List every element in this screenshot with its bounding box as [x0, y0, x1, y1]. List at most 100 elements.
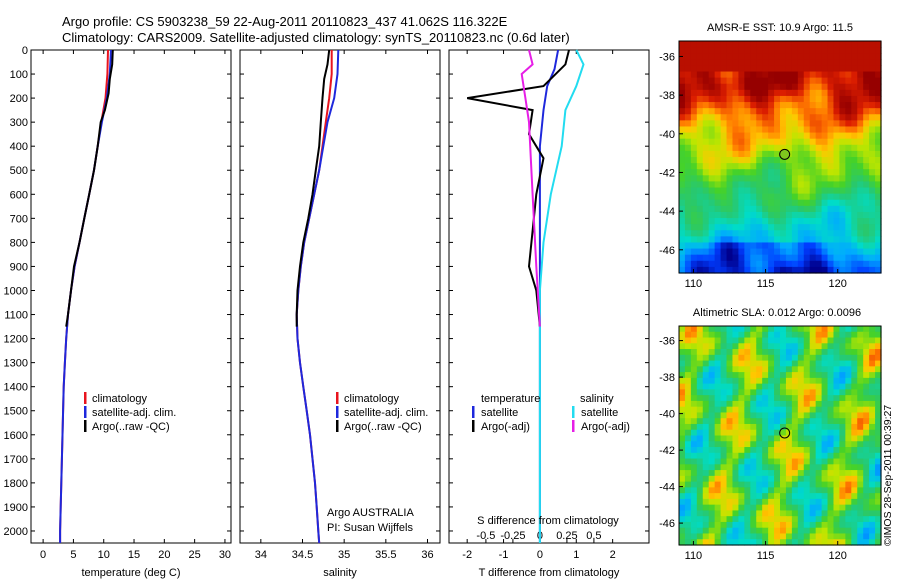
heatmap-cell: [827, 144, 835, 152]
heatmap-cell: [702, 144, 710, 152]
heatmap-cell: [762, 59, 769, 67]
heatmap-cell: [833, 400, 841, 408]
heatmap-cell: [780, 343, 787, 350]
heatmap-cell: [863, 138, 870, 146]
heatmap-cell: [827, 337, 835, 344]
heatmap-cell: [726, 236, 734, 244]
heatmap-cell: [726, 435, 734, 442]
heatmap-cell: [702, 452, 710, 460]
heatmap-cell: [785, 41, 793, 48]
heatmap-cell: [744, 429, 751, 437]
heatmap-cell: [780, 400, 787, 408]
heatmap-cell: [875, 481, 882, 488]
heatmap-cell: [780, 337, 787, 344]
heatmap-cell: [803, 187, 811, 195]
heatmap-cell: [785, 242, 793, 250]
x-tick-label: 35: [338, 549, 350, 561]
heatmap-cell: [744, 389, 751, 396]
heatmap-cell: [738, 205, 745, 213]
heatmap-cell: [845, 59, 852, 67]
heatmap-cell: [702, 187, 710, 195]
heatmap-cell: [684, 377, 692, 385]
heatmap-cell: [869, 211, 876, 219]
heatmap-cell: [756, 458, 763, 465]
heatmap-cell: [702, 337, 710, 344]
heatmap-cell: [797, 175, 805, 183]
heatmap-cell: [696, 470, 704, 477]
heatmap-cell: [785, 464, 793, 471]
heatmap-cell: [851, 366, 858, 373]
heatmap-cell: [809, 441, 817, 448]
heatmap-cell: [797, 224, 805, 231]
heatmap-cell: [756, 527, 763, 535]
heatmap-cell: [750, 487, 757, 494]
heatmap-cell: [702, 441, 710, 448]
heatmap-cell: [797, 441, 805, 448]
heatmap-cell: [756, 205, 763, 213]
heatmap-cell: [851, 527, 858, 535]
heatmap-cell: [845, 114, 852, 121]
heatmap-cell: [714, 126, 722, 134]
heatmap-cell: [803, 372, 811, 379]
heatmap-cell: [833, 504, 841, 512]
heatmap-cell: [720, 441, 728, 448]
heatmap-cell: [797, 205, 805, 213]
heatmap-cell: [833, 163, 841, 170]
heatmap-cell: [720, 377, 728, 385]
heatmap-cell: [679, 120, 686, 128]
heatmap-cell: [774, 71, 781, 79]
heatmap-cell: [839, 236, 846, 244]
heatmap-cell: [690, 383, 698, 390]
heatmap-cell: [780, 266, 787, 274]
heatmap-cell: [851, 447, 858, 454]
heatmap-cell: [714, 360, 722, 367]
heatmap-cell: [696, 475, 704, 483]
heatmap-cell: [726, 326, 734, 333]
heatmap-cell: [679, 132, 686, 140]
heatmap-cell: [857, 71, 864, 79]
heatmap-cell: [738, 41, 745, 48]
heatmap-cell: [863, 260, 870, 268]
heatmap-cell: [726, 521, 734, 529]
lat-tick-label: -38: [659, 372, 675, 384]
heatmap-cell: [726, 41, 734, 48]
heatmap-cell: [863, 120, 870, 128]
heatmap-cell: [851, 464, 858, 471]
heatmap-cell: [696, 383, 704, 390]
heatmap-cell: [785, 539, 793, 546]
heatmap-cell: [690, 218, 698, 225]
x-tick-label: 1: [573, 549, 579, 561]
heatmap-cell: [869, 343, 876, 350]
heatmap-cell: [839, 498, 846, 506]
heatmap-cell: [762, 224, 769, 231]
heatmap-cell: [738, 406, 745, 414]
heatmap-cell: [780, 435, 787, 442]
heatmap-cell: [756, 224, 763, 231]
heatmap-cell: [696, 337, 704, 344]
heatmap-cell: [875, 120, 882, 128]
heatmap-cell: [750, 126, 757, 134]
heatmap-cell: [708, 493, 716, 500]
heatmap-cell: [809, 77, 817, 85]
heatmap-cell: [756, 181, 763, 189]
heatmap-cell: [714, 236, 722, 244]
heatmap-cell: [857, 458, 864, 465]
heatmap-cell: [756, 175, 763, 183]
heatmap-cell: [851, 389, 858, 396]
heatmap-cell: [750, 175, 757, 183]
heatmap-cell: [833, 260, 841, 268]
heatmap-cell: [785, 83, 793, 91]
depth-tick-label: 1500: [4, 406, 28, 418]
heatmap-cell: [720, 504, 728, 512]
heatmap-cell: [845, 230, 852, 237]
heatmap-cell: [774, 120, 781, 128]
heatmap-cell: [750, 248, 757, 256]
heatmap-cell: [738, 224, 745, 231]
heatmap-cell: [720, 169, 728, 176]
heatmap-cell: [738, 89, 745, 97]
heatmap-cell: [684, 521, 692, 529]
heatmap-cell: [738, 372, 745, 379]
heatmap-cell: [726, 144, 734, 152]
heatmap-cell: [714, 383, 722, 390]
heatmap-cell: [696, 224, 704, 231]
